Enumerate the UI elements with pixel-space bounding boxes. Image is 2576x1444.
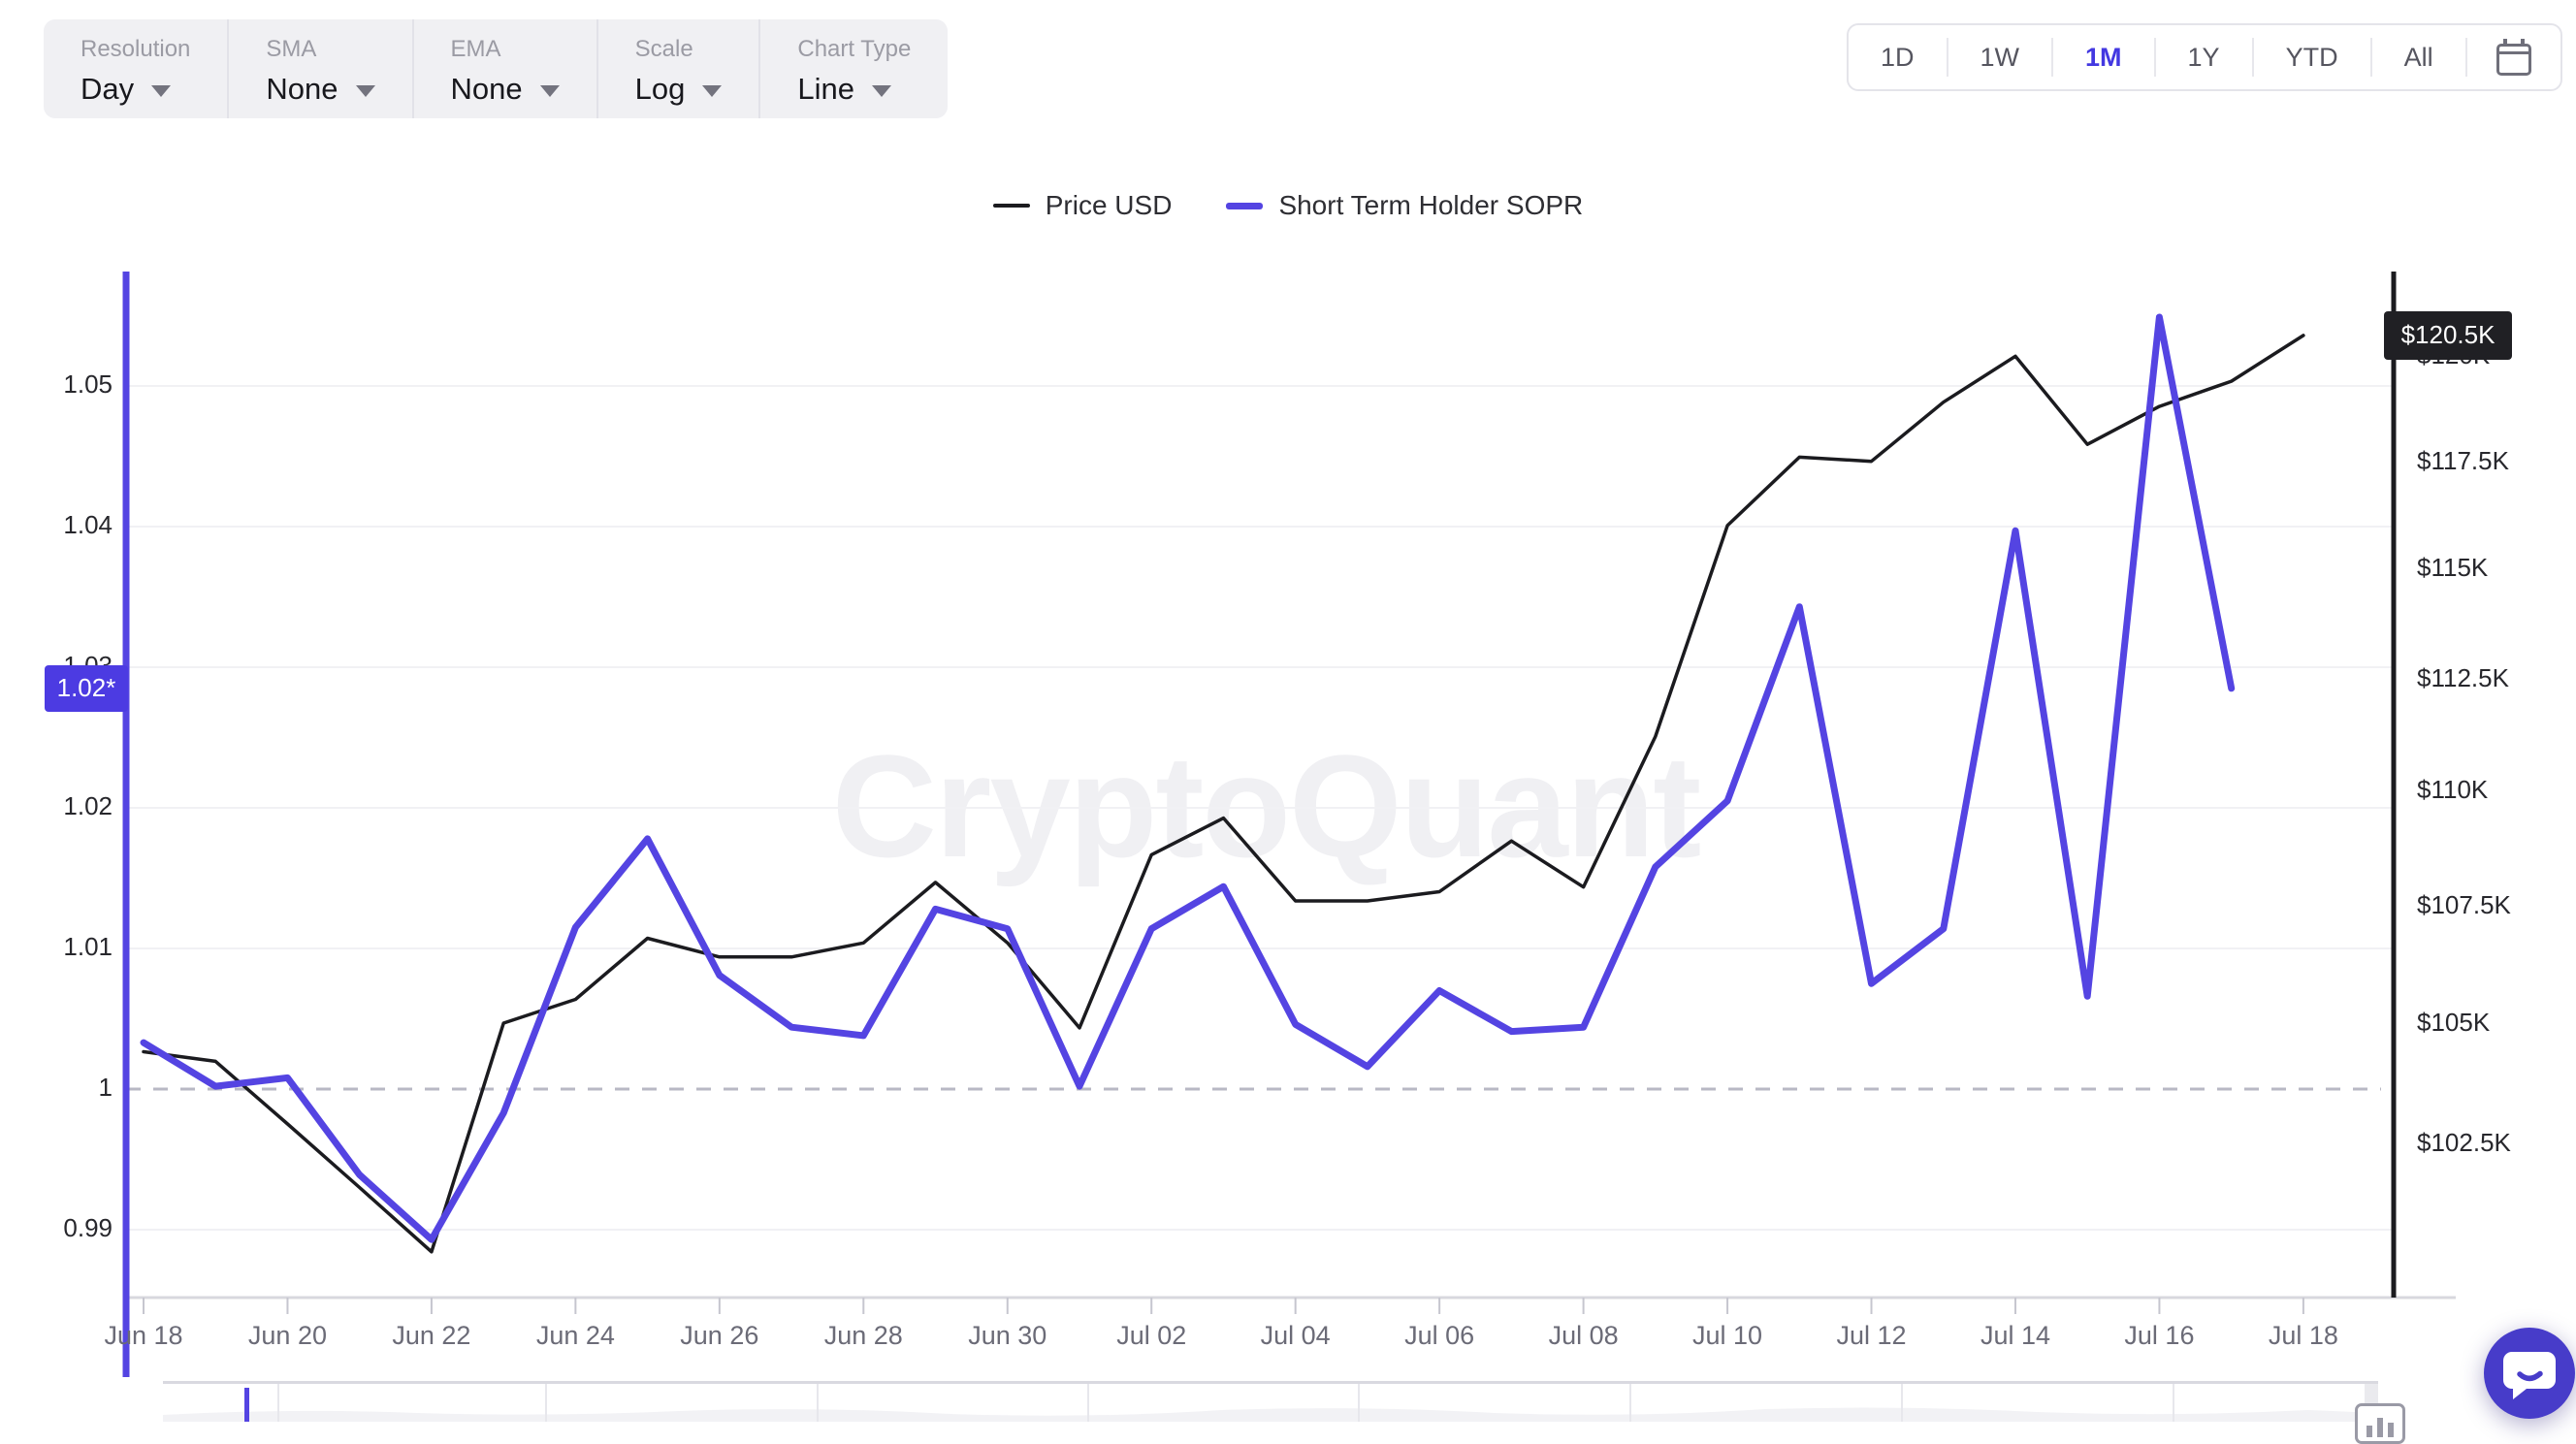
navigator-divider [545, 1384, 547, 1422]
x-axis-label: Jun 26 [680, 1321, 759, 1350]
x-axis-label: Jun 30 [968, 1321, 1047, 1350]
x-axis-label: Jun 24 [535, 1321, 615, 1350]
chevron-down-icon [355, 85, 375, 97]
right-axis-label: $102.5K [2417, 1128, 2511, 1158]
x-axis-label: Jun 22 [392, 1321, 471, 1350]
right-axis-label: $117.5K [2417, 445, 2509, 475]
ema-value: None [450, 72, 523, 106]
right-axis-label: $115K [2417, 553, 2489, 583]
left-axis-label: 1.02 [63, 791, 113, 820]
resolution-value: Day [80, 72, 135, 106]
chart-type-dropdown[interactable]: Chart Type Line [758, 19, 948, 118]
chart-legend: Price USD Short Term Holder SOPR [0, 190, 2576, 221]
navigator-divider [1629, 1384, 1631, 1422]
sopr-last-value-badge: 1.02* [45, 664, 128, 712]
legend-item-price-usd[interactable]: Price USD [992, 190, 1173, 221]
navigator-sopr-spike [244, 1388, 249, 1422]
x-axis-label: Jul 10 [1692, 1321, 1763, 1350]
time-range-1y[interactable]: 1Y [2153, 38, 2252, 77]
navigator-divider [1358, 1384, 1360, 1422]
right-axis-label: $107.5K [2417, 889, 2511, 919]
calendar-icon [2496, 38, 2531, 76]
scale-label: Scale [634, 36, 693, 62]
chart-type-value: Line [797, 72, 854, 106]
mini-bars-icon [2377, 1418, 2383, 1437]
legend-label: Short Term Holder SOPR [1278, 190, 1584, 220]
time-range-1d[interactable]: 1D [1849, 38, 1947, 77]
price-last-value-badge: $120.5K [2384, 310, 2512, 360]
time-range-1m[interactable]: 1M [2051, 38, 2154, 77]
ema-dropdown[interactable]: EMA None [411, 19, 596, 118]
chat-bubble-icon [2503, 1352, 2556, 1399]
x-axis-label: Jun 18 [104, 1321, 183, 1350]
x-axis-label: Jun 20 [247, 1321, 327, 1350]
x-axis-label: Jul 16 [2124, 1321, 2195, 1350]
chat-launcher-button[interactable] [2484, 1328, 2575, 1419]
navigator-divider [1087, 1384, 1089, 1422]
x-axis-label: Jul 02 [1116, 1321, 1187, 1350]
navigator-top-border [163, 1381, 2378, 1384]
resolution-dropdown[interactable]: Resolution Day [44, 19, 227, 118]
ema-label: EMA [450, 36, 501, 62]
toggle-volume-button[interactable] [2355, 1403, 2405, 1444]
sma-dropdown[interactable]: SMA None [227, 19, 411, 118]
x-axis-label: Jul 06 [1404, 1321, 1475, 1350]
time-range-all[interactable]: All [2369, 38, 2465, 77]
legend-item-sth-sopr[interactable]: Short Term Holder SOPR [1226, 190, 1583, 221]
chevron-down-icon [871, 85, 891, 97]
scale-value: Log [634, 72, 686, 106]
cryptoquant-watermark: CryptoQuant [831, 724, 1702, 887]
left-axis-label: 0.99 [63, 1213, 113, 1242]
left-axis-label: 1 [98, 1073, 113, 1102]
left-axis-label: 1.05 [63, 369, 113, 399]
x-axis-label: Jul 12 [1836, 1321, 1907, 1350]
navigator-divider [277, 1384, 279, 1422]
sma-label: SMA [266, 36, 317, 62]
scale-dropdown[interactable]: Scale Log [596, 19, 759, 118]
right-axis-label: $105K [2417, 1008, 2491, 1037]
navigator-divider [2173, 1384, 2174, 1422]
chevron-down-icon [539, 85, 560, 97]
chart-settings-toolbar: Resolution Day SMA None EMA None Scale L… [44, 19, 949, 118]
mini-bars-icon [2388, 1423, 2394, 1437]
resolution-label: Resolution [80, 36, 191, 62]
price-usd-line[interactable] [142, 334, 2305, 1254]
navigator-divider [1901, 1384, 1903, 1422]
x-axis-label: Jul 14 [1980, 1321, 2050, 1350]
right-axis-label: $110K [2417, 775, 2489, 805]
calendar-button[interactable] [2464, 38, 2560, 77]
left-axis-label: 1.04 [63, 510, 113, 539]
navigator-divider [817, 1384, 819, 1422]
x-axis-label: Jun 28 [823, 1321, 903, 1350]
chevron-down-icon [702, 85, 723, 97]
sopr-line[interactable] [140, 313, 2236, 1243]
x-axis-label: Jul 04 [1260, 1321, 1331, 1350]
x-axis-label: Jul 08 [1548, 1321, 1619, 1350]
mini-bars-icon [2367, 1426, 2372, 1437]
price-line-swatch [992, 204, 1030, 208]
time-range-1w[interactable]: 1W [1946, 38, 2052, 77]
sma-value: None [266, 72, 338, 106]
x-axis-label: Jul 18 [2268, 1321, 2338, 1350]
legend-label: Price USD [1045, 190, 1173, 220]
right-axis-label: $112.5K [2417, 662, 2509, 692]
sopr-line-swatch [1226, 202, 1264, 209]
chevron-down-icon [151, 85, 172, 97]
left-axis-label: 1.01 [63, 932, 113, 961]
chart-type-label: Chart Type [797, 36, 912, 62]
time-range-ytd[interactable]: YTD [2251, 38, 2370, 77]
time-range-selector: 1D 1W 1M 1Y YTD All [1847, 23, 2562, 91]
